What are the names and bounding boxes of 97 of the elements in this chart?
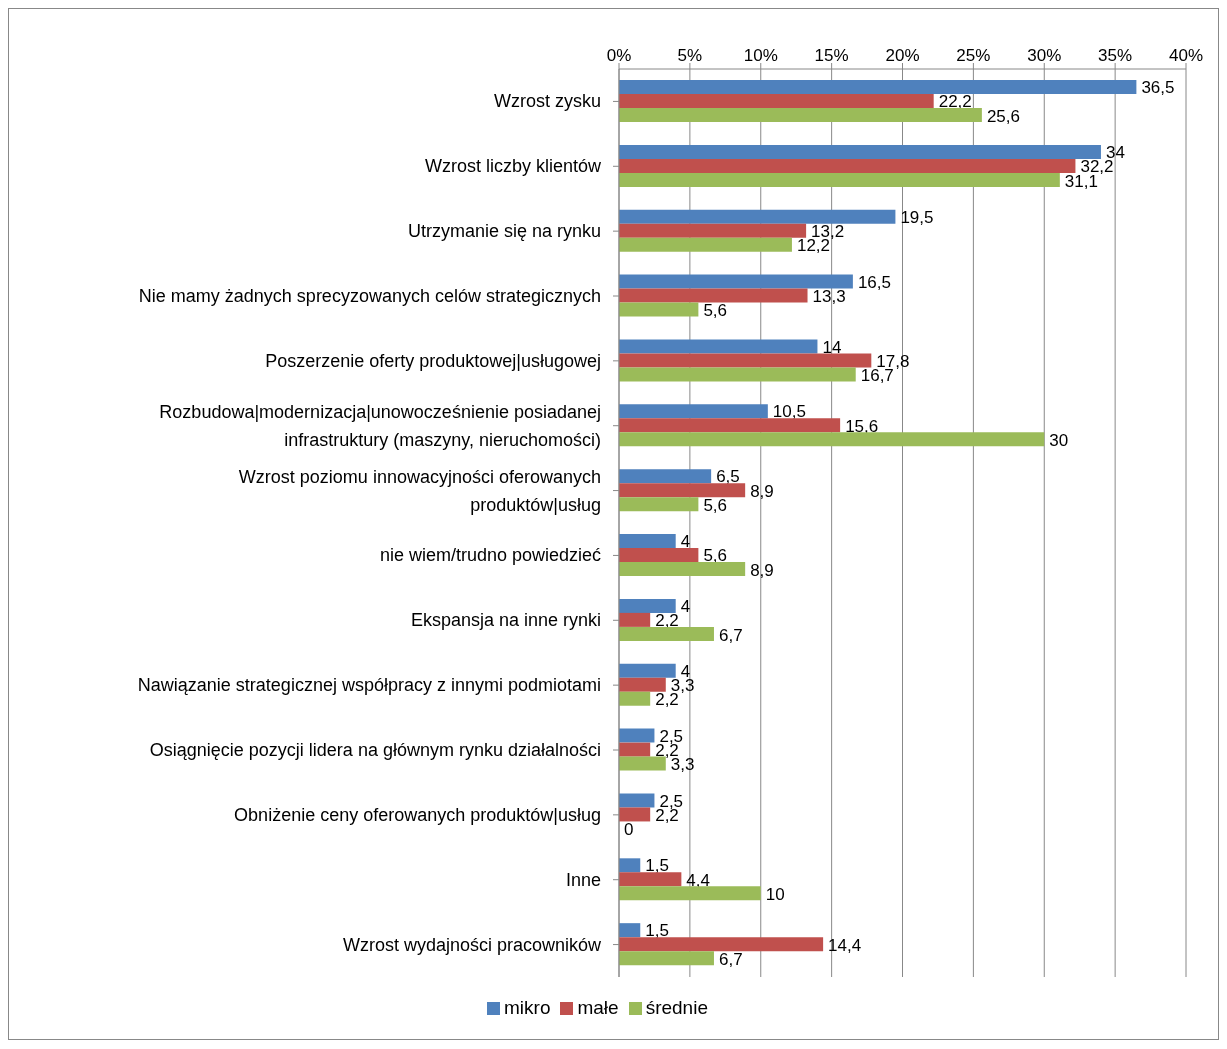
- x-tick-label: 35%: [1098, 46, 1133, 65]
- data-label: 8,9: [750, 481, 774, 501]
- data-label: 30: [1049, 430, 1069, 450]
- bar: [619, 951, 714, 966]
- y-tick-label: Utrzymanie się na rynku: [407, 221, 601, 242]
- legend-label: średnie: [645, 997, 708, 1018]
- data-label: 10: [765, 884, 785, 904]
- data-label: 31,1: [1064, 171, 1098, 191]
- data-label: 6,7: [718, 625, 743, 645]
- y-tick-label: Ekspansja na inne rynki: [410, 610, 601, 631]
- y-tick-label: Wzrost poziomu innowacyjności oferowanych produktów|usług: [238, 466, 601, 515]
- bar: [619, 172, 1060, 187]
- data-label: 2,2: [655, 611, 679, 631]
- bar: [619, 497, 699, 512]
- x-tick-label: 15%: [814, 46, 849, 65]
- bar: [619, 108, 982, 123]
- data-label: 14,4: [828, 935, 862, 955]
- bar: [619, 353, 872, 368]
- y-tick-label: Wzrost zysku: [493, 91, 601, 112]
- data-label: 16,7: [860, 366, 894, 386]
- bar: [619, 872, 682, 887]
- y-tick-label: Wzrost wydajności pracowników: [342, 934, 602, 955]
- bar: [619, 923, 641, 938]
- bar: [619, 626, 714, 641]
- data-label: 0: [624, 820, 634, 840]
- bar: [619, 144, 1101, 159]
- y-tick-label: Nie mamy żadnych sprecyzowanych celów strategicznych: [138, 286, 601, 306]
- data-label: 6,7: [718, 949, 743, 969]
- x-tick-label: 10%: [743, 46, 778, 65]
- bar: [619, 223, 807, 238]
- bar: [619, 886, 761, 901]
- data-label: 10,5: [772, 402, 806, 422]
- bar: [619, 756, 666, 771]
- data-label: 1,5: [645, 921, 669, 941]
- bar: [619, 418, 841, 433]
- y-tick-label: Rozbudowa|modernizacja|unowocześnienie posiadanej infrastruktury (maszyny, nieruchomości): [159, 401, 601, 450]
- bar: [619, 209, 896, 224]
- bar: [619, 404, 768, 419]
- data-label: 25,6: [986, 106, 1020, 126]
- data-label: 16,5: [857, 272, 891, 292]
- data-label: 15,6: [845, 416, 879, 436]
- x-tick-label: 5%: [677, 46, 703, 65]
- y-tick-label: nie wiem/trudno powiedzieć: [379, 545, 601, 566]
- data-label: 13,3: [812, 287, 846, 306]
- bar: [619, 691, 651, 706]
- y-tick-label: Osiągnięcie pozycji lidera na głównym rynku działalności: [149, 740, 601, 760]
- bar: [619, 339, 818, 354]
- bar: [619, 534, 676, 549]
- bar: [619, 742, 651, 757]
- bar: [619, 237, 792, 252]
- data-label: 14: [822, 337, 842, 357]
- data-label: 22,2: [938, 92, 972, 112]
- y-tick-label: Wzrost liczby klientów: [424, 156, 602, 177]
- bar: [619, 612, 651, 627]
- data-label: 4,4: [686, 870, 711, 890]
- y-tick-label: Nawiązanie strategicznej współpracy z innymi podmiotami: [137, 675, 601, 696]
- data-label: 1,5: [645, 856, 669, 876]
- legend-label: małe: [577, 997, 619, 1018]
- data-label: 19,5: [900, 207, 934, 227]
- bar: [619, 158, 1076, 173]
- bar: [619, 483, 746, 498]
- x-tick-label: 40%: [1168, 46, 1204, 65]
- bar: [619, 94, 934, 109]
- bar: [619, 562, 746, 577]
- bar: [619, 469, 712, 484]
- bar: [619, 793, 655, 808]
- bar: [619, 598, 676, 613]
- bar: [619, 274, 853, 289]
- x-tick-label: 30%: [1027, 46, 1062, 65]
- bar: [619, 80, 1137, 95]
- data-label: 5,6: [703, 495, 728, 515]
- data-label: 4: [680, 532, 691, 552]
- bar: [619, 663, 676, 678]
- y-tick-label: Inne: [565, 869, 601, 890]
- bar: [619, 548, 699, 563]
- bar: [619, 367, 856, 382]
- bar: [619, 302, 699, 317]
- bar: [619, 677, 666, 692]
- data-label: 8,9: [750, 560, 774, 580]
- bar: [619, 858, 641, 873]
- bar: [619, 937, 824, 952]
- data-label: 5,6: [703, 546, 728, 566]
- data-label: 3,3: [670, 755, 695, 775]
- x-tick-label: 0%: [606, 46, 632, 65]
- data-label: 6,5: [716, 467, 740, 487]
- bar: [619, 288, 808, 303]
- bar: [619, 807, 651, 822]
- legend-label: mikro: [504, 997, 551, 1018]
- y-tick-label: Obniżenie ceny oferowanych produktów|usług: [234, 804, 601, 825]
- x-tick-label: 25%: [956, 46, 991, 65]
- data-label: 36,5: [1141, 78, 1175, 98]
- y-tick-label: Poszerzenie oferty produktowej|usługowej: [265, 350, 601, 371]
- bar: [619, 432, 1045, 447]
- data-label: 4: [680, 597, 691, 617]
- data-label: 5,6: [703, 301, 728, 321]
- x-tick-label: 20%: [885, 46, 920, 65]
- bar: [619, 728, 655, 743]
